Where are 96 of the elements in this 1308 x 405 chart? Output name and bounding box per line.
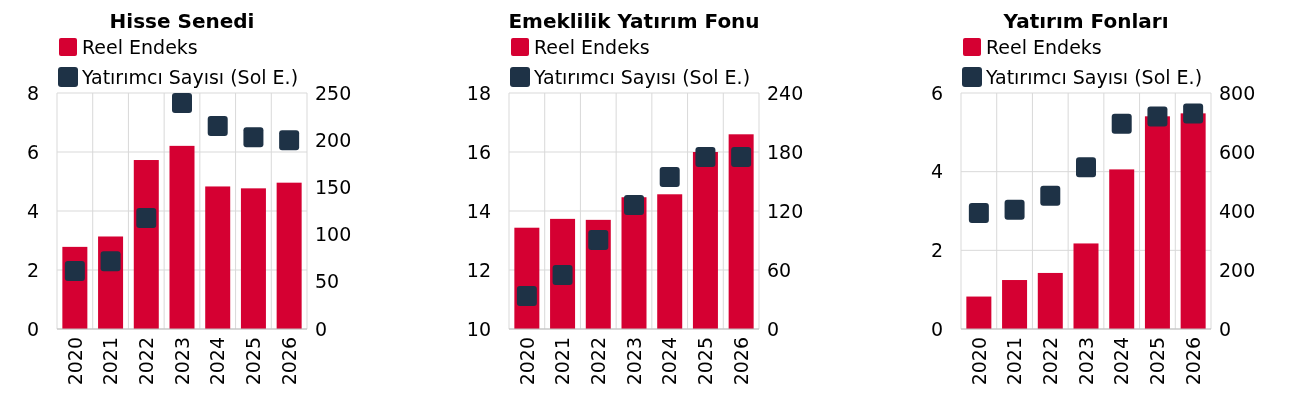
bar xyxy=(1144,116,1170,329)
bar xyxy=(1002,280,1028,329)
x-tick-label: 2025 xyxy=(1146,337,1169,386)
y-tick-label: 12 xyxy=(466,258,491,281)
point xyxy=(731,147,752,168)
y2-tick-label: 400 xyxy=(1219,199,1256,222)
x-tick-label: 2021 xyxy=(551,337,574,386)
y2-tick-label: 200 xyxy=(1219,258,1256,281)
point xyxy=(1147,106,1168,127)
bar xyxy=(692,152,718,329)
point xyxy=(1111,113,1132,134)
bar xyxy=(133,160,159,329)
legend-label: Reel Endeks xyxy=(986,35,1102,58)
x-tick-label: 2024 xyxy=(1110,337,1133,386)
point xyxy=(968,202,989,223)
y2-tick-label: 600 xyxy=(1219,140,1256,163)
x-tick-label: 2026 xyxy=(729,337,752,386)
legend-label: Yatırımcı Sayısı (Sol E.) xyxy=(533,65,751,88)
x-tick-label: 2020 xyxy=(967,337,990,386)
point xyxy=(100,251,121,272)
x-tick-label: 2026 xyxy=(277,337,300,386)
point xyxy=(1076,157,1096,178)
y2-tick-label: 250 xyxy=(315,81,352,104)
y2-tick-label: 240 xyxy=(767,81,804,104)
x-tick-label: 2022 xyxy=(1038,337,1061,386)
x-tick-label: 2023 xyxy=(622,337,645,386)
y-tick-label: 0 xyxy=(930,317,943,340)
point xyxy=(207,116,228,137)
y-tick-label: 8 xyxy=(26,81,39,104)
bar xyxy=(1037,272,1063,329)
y2-tick-label: 0 xyxy=(1219,317,1232,340)
chart-title: Hisse Senedi xyxy=(109,9,255,33)
point xyxy=(1040,185,1061,206)
point xyxy=(552,265,573,286)
point xyxy=(624,195,644,216)
legend-label: Yatırımcı Sayısı (Sol E.) xyxy=(985,65,1203,88)
point xyxy=(516,285,537,306)
y2-tick-label: 100 xyxy=(315,223,352,246)
x-tick-label: 2021 xyxy=(1003,337,1026,386)
point xyxy=(1004,199,1025,220)
x-tick-label: 2024 xyxy=(206,337,229,386)
y-tick-label: 2 xyxy=(26,258,39,281)
x-tick-label: 2023 xyxy=(170,337,193,386)
y-tick-label: 14 xyxy=(466,199,491,222)
bar xyxy=(657,194,683,329)
point xyxy=(172,93,192,114)
x-tick-label: 2026 xyxy=(1181,337,1204,386)
bar xyxy=(205,186,231,329)
bar xyxy=(240,188,266,329)
y2-tick-label: 50 xyxy=(315,270,340,293)
y2-tick-label: 180 xyxy=(767,140,804,163)
x-tick-label: 2022 xyxy=(134,337,157,386)
y-tick-label: 4 xyxy=(26,199,39,222)
bar xyxy=(1073,243,1099,329)
legend-label: Yatırımcı Sayısı (Sol E.) xyxy=(81,65,299,88)
y2-tick-label: 800 xyxy=(1219,81,1256,104)
y-tick-label: 2 xyxy=(930,238,943,261)
x-tick-label: 2023 xyxy=(1074,337,1097,386)
x-tick-label: 2025 xyxy=(694,337,717,386)
chart-title: Yatırım Fonları xyxy=(1002,9,1169,33)
point xyxy=(243,127,264,148)
y-tick-label: 16 xyxy=(466,140,491,163)
x-tick-label: 2020 xyxy=(515,337,538,386)
x-tick-label: 2021 xyxy=(99,337,122,386)
point xyxy=(1183,103,1204,124)
chart-title: Emeklilik Yatırım Fonu xyxy=(508,9,760,33)
bar xyxy=(1180,113,1206,329)
point xyxy=(279,130,300,151)
y2-tick-label: 0 xyxy=(767,317,780,340)
y-tick-label: 18 xyxy=(466,81,491,104)
x-tick-label: 2025 xyxy=(242,337,265,386)
point xyxy=(695,147,716,168)
legend-label: Reel Endeks xyxy=(534,35,650,58)
legend-label: Reel Endeks xyxy=(82,35,198,58)
y-tick-label: 6 xyxy=(930,81,943,104)
y2-tick-label: 200 xyxy=(315,128,352,151)
bar xyxy=(169,145,195,329)
x-tick-label: 2020 xyxy=(63,337,86,386)
x-tick-label: 2022 xyxy=(586,337,609,386)
y2-tick-label: 120 xyxy=(767,199,804,222)
bar xyxy=(966,296,992,329)
bar xyxy=(276,182,302,329)
x-tick-label: 2024 xyxy=(658,337,681,386)
point xyxy=(64,260,85,281)
y2-tick-label: 150 xyxy=(315,176,352,199)
y-tick-label: 0 xyxy=(26,317,39,340)
y-tick-label: 6 xyxy=(26,140,39,163)
y-tick-label: 10 xyxy=(466,317,491,340)
bar xyxy=(1109,169,1135,329)
point xyxy=(659,167,680,188)
point xyxy=(136,208,157,229)
y2-tick-label: 60 xyxy=(767,258,792,281)
y-tick-label: 4 xyxy=(930,160,943,183)
point xyxy=(588,229,609,250)
y2-tick-label: 0 xyxy=(315,317,328,340)
bar xyxy=(728,134,754,329)
